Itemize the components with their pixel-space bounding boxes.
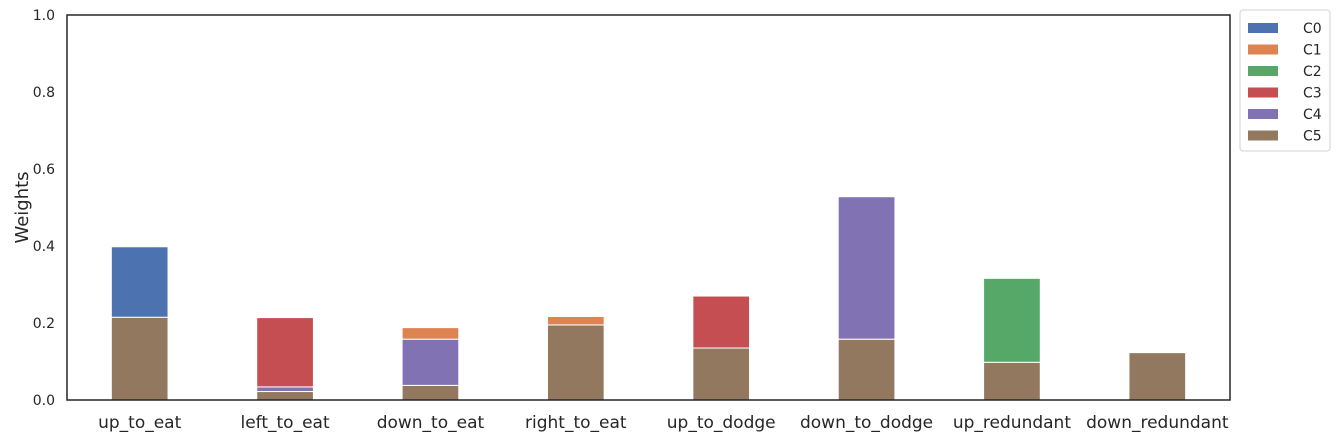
- bar-segment-c4: [837, 196, 896, 340]
- y-axis-label: Weights: [12, 171, 33, 243]
- bar-segment-c4: [256, 386, 314, 393]
- y-tick-label: 0.6: [33, 162, 55, 178]
- legend-label-c5: C5: [1303, 129, 1322, 145]
- bar-segment-c5: [1128, 352, 1187, 401]
- legend-swatch-c4: [1248, 109, 1278, 119]
- bar-segment-c5: [256, 391, 314, 401]
- bar-segment-c5: [837, 338, 896, 401]
- y-tick-label: 0.8: [33, 85, 55, 101]
- legend-swatch-c3: [1248, 87, 1278, 98]
- x-tick-label: up_redundant: [953, 413, 1071, 433]
- bar-segment-c3: [256, 317, 314, 388]
- bar-segment-c4: [401, 338, 460, 386]
- legend-label-c0: C0: [1303, 21, 1322, 37]
- legend-label-c2: C2: [1303, 64, 1322, 80]
- legend-label-c3: C3: [1303, 86, 1322, 102]
- legend: C0 C1 C2 C3 C4 C5: [1239, 9, 1331, 152]
- x-axis-ticks: up_to_eat left_to_eat down_to_eat right_to_…: [98, 413, 1229, 433]
- x-tick-label: up_to_eat: [98, 413, 182, 433]
- legend-label-c4: C4: [1303, 107, 1322, 123]
- legend-label-c1: C1: [1303, 43, 1322, 59]
- bar-segment-c5: [110, 316, 169, 401]
- x-tick-label: up_to_dodge: [667, 413, 776, 433]
- y-axis-ticks: 0.0 0.2 0.4 0.6 0.8 1.0: [33, 8, 55, 409]
- bar-segment-c2: [983, 277, 1041, 363]
- bar-segment-c1: [401, 327, 460, 340]
- bar-segment-c3: [692, 295, 751, 349]
- legend-swatch-c5: [1248, 130, 1278, 141]
- bar-segment-c5: [983, 361, 1041, 401]
- x-tick-label: left_to_eat: [240, 413, 329, 433]
- x-tick-label: right_to_eat: [525, 413, 627, 433]
- x-tick-label: down_to_eat: [377, 413, 485, 433]
- bar-segment-c1: [546, 315, 605, 326]
- y-tick-label: 0.0: [33, 393, 55, 409]
- x-tick-label: down_to_dodge: [800, 413, 933, 433]
- y-tick-label: 1.0: [33, 8, 55, 24]
- bar-segment-c5: [692, 347, 751, 401]
- x-tick-label: down_redundant: [1086, 413, 1229, 433]
- y-tick-label: 0.2: [33, 316, 55, 332]
- bar-segment-c0: [110, 246, 169, 318]
- legend-swatch-c2: [1248, 66, 1278, 76]
- legend-swatch-c1: [1248, 44, 1278, 55]
- legend-swatch-c0: [1248, 23, 1278, 33]
- bars-layer: [110, 196, 1187, 401]
- bar-segment-c5: [401, 384, 460, 401]
- bar-segment-c5: [546, 324, 605, 401]
- y-tick-label: 0.4: [33, 239, 55, 255]
- plot-frame: [66, 14, 1231, 401]
